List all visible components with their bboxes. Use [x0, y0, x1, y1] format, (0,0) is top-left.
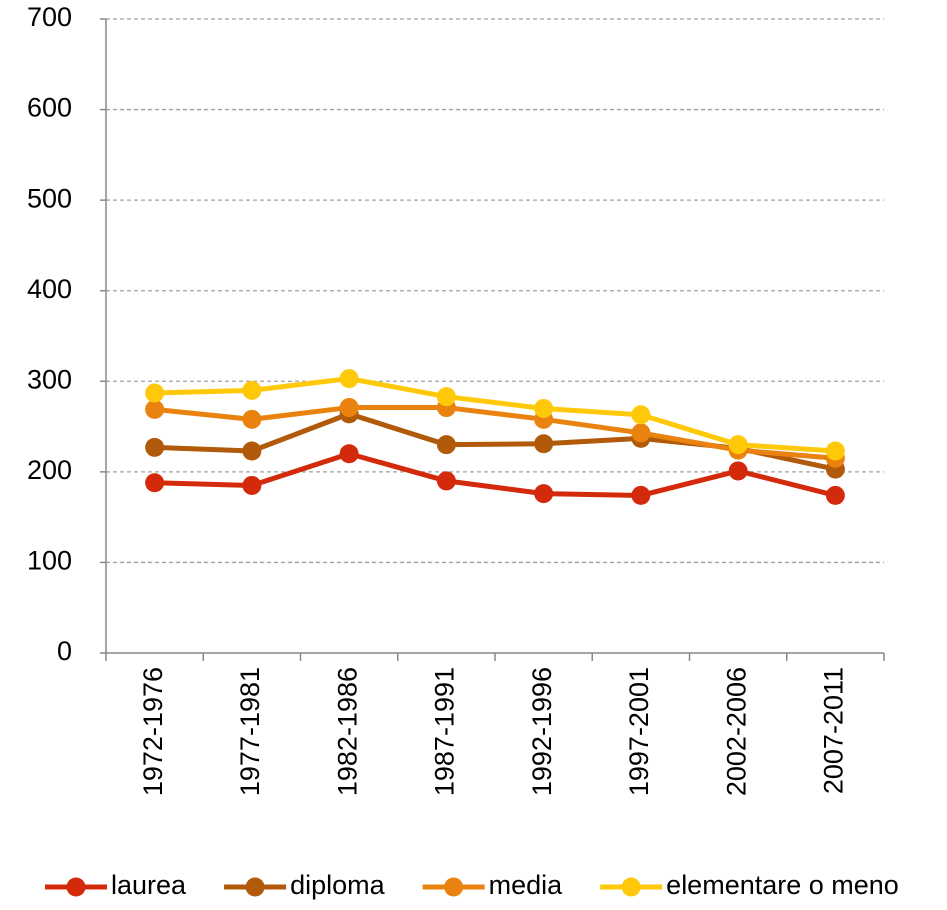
y-tick-label: 500: [27, 183, 72, 213]
point: [436, 435, 456, 455]
x-tick-label: 1982-1986: [332, 667, 362, 796]
point: [631, 485, 651, 505]
point: [534, 398, 554, 418]
point: [631, 423, 651, 443]
point: [242, 475, 262, 495]
y-tick-label: 700: [27, 2, 72, 32]
point: [145, 383, 165, 403]
legend-label: diploma: [290, 870, 386, 900]
point: [145, 399, 165, 419]
point: [145, 437, 165, 457]
x-tick-label: 2002-2006: [721, 667, 751, 796]
x-tick-label: 1997-2001: [624, 667, 654, 796]
point: [145, 473, 165, 493]
x-tick-label: 2007-2011: [819, 667, 849, 794]
point: [825, 441, 845, 461]
point: [534, 484, 554, 504]
point: [242, 441, 262, 461]
legend-marker: [66, 877, 86, 897]
point: [436, 471, 456, 491]
point: [339, 398, 359, 418]
series-line: [154, 405, 836, 461]
point: [631, 405, 651, 425]
point: [242, 409, 262, 429]
x-tick-label: 1972-1976: [138, 667, 168, 796]
y-tick-label: 400: [27, 274, 72, 304]
x-tick-label: 1987-1991: [430, 667, 460, 796]
point: [728, 461, 748, 481]
series-line: [154, 376, 836, 454]
point: [339, 444, 359, 464]
point: [339, 369, 359, 389]
legend-label: laurea: [111, 870, 187, 900]
series-line: [154, 451, 836, 498]
y-tick-label: 100: [27, 546, 72, 576]
point: [436, 387, 456, 407]
x-tick-label: 1992-1996: [527, 667, 557, 796]
point: [825, 485, 845, 505]
legend-marker: [245, 877, 265, 897]
point: [242, 380, 262, 400]
x-tick-label: 1977-1981: [235, 667, 265, 796]
legend-label: media: [489, 870, 564, 900]
point: [534, 434, 554, 454]
legend-marker: [621, 877, 641, 897]
y-tick-label: 600: [27, 93, 72, 123]
y-tick-label: 300: [27, 364, 72, 394]
y-tick-label: 0: [57, 636, 72, 666]
y-tick-label: 200: [27, 455, 72, 485]
legend-marker: [444, 877, 464, 897]
point: [728, 435, 748, 455]
legend-label: elementare o meno: [666, 870, 899, 900]
